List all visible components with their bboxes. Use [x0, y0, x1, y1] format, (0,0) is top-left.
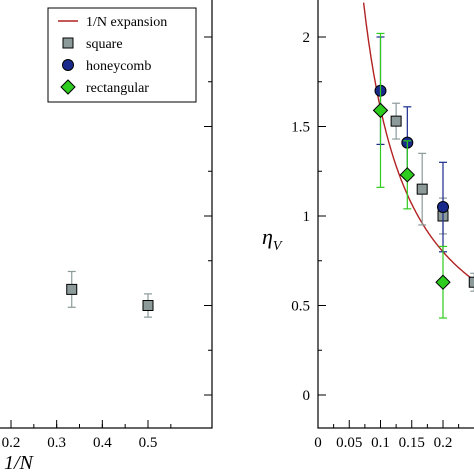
left-plot-area: [0, 0, 213, 429]
right-y-tick-label: 2: [303, 30, 311, 46]
legend-marker-honeycomb: [62, 59, 74, 71]
right-data-points: [372, 32, 474, 319]
legend-items: 1/N expansion square honeycomb rectangular: [58, 15, 167, 96]
legend-label: square: [86, 37, 123, 52]
right-y-ticks: 0 0.5 1 1.5 2: [291, 30, 326, 404]
data-point-square: [416, 183, 428, 195]
right-x-tick-label: 0.05: [336, 435, 362, 451]
right-y-axis-label-sub: V: [273, 239, 283, 254]
legend-label: 1/N expansion: [86, 15, 167, 30]
right-y-tick-label: 0: [303, 388, 311, 404]
left-panel: 0.2 0.3 0.4 0.5 1/N 1/N expansion square hone…: [0, 0, 213, 474]
data-point-square: [390, 115, 402, 127]
data-point-square: [468, 276, 474, 288]
left-x-ticks: 0.2 0.3 0.4 0.5: [2, 420, 172, 451]
data-point-honeycomb: [437, 201, 449, 214]
right-y-tick-label: 1: [303, 209, 311, 225]
left-x-axis-label: 1/N: [4, 452, 35, 474]
right-x-tick-label: 0.2: [434, 435, 453, 451]
legend-marker-rectangular: [60, 79, 76, 95]
legend-label: honeycomb: [86, 59, 151, 74]
right-panel: 0 0.05 0.1 0.15 0.2 0 0.5 1 1.5 2 ηV: [262, 0, 474, 451]
right-x-ticks: 0 0.05 0.1 0.15 0.2: [314, 420, 460, 451]
right-x-tick-label: 0.15: [399, 435, 425, 451]
right-x-tick-label: 0: [314, 435, 322, 451]
legend: 1/N expansion square honeycomb rectangular: [47, 7, 197, 103]
right-x-tick-label: 0.1: [371, 435, 390, 451]
left-y-ticks: [204, 36, 212, 396]
legend-label: rectangular: [86, 81, 149, 96]
data-point-rectangular: [372, 102, 389, 119]
right-y-axis-label-main: η: [262, 224, 273, 249]
left-data-points: [66, 270, 154, 318]
data-point-square: [66, 283, 78, 295]
left-x-tick-label: 0.2: [2, 435, 21, 451]
left-x-tick-label: 0.4: [93, 435, 112, 451]
legend-marker-square: [62, 37, 74, 49]
data-point-rectangular: [435, 274, 451, 290]
right-y-axis-label: ηV: [262, 224, 283, 254]
left-x-tick-label: 0.3: [47, 435, 66, 451]
right-y-tick-label: 0.5: [291, 299, 310, 315]
right-plot-area: [317, 0, 474, 429]
data-point-rectangular: [399, 167, 416, 183]
left-x-tick-label: 0.5: [139, 435, 158, 451]
data-point-square: [142, 300, 154, 311]
right-y-tick-label: 1.5: [291, 120, 310, 136]
